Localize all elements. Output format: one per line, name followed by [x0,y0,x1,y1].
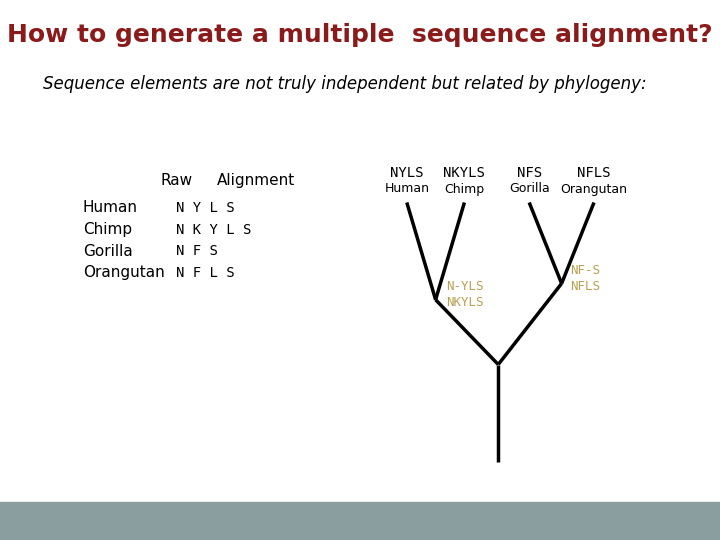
Text: Human: Human [83,200,138,215]
Text: Raw: Raw [161,173,192,188]
Text: N F S: N F S [176,244,218,258]
Text: NYLS: NYLS [390,166,423,180]
Text: NKYLS: NKYLS [444,166,485,180]
Text: NFLS: NFLS [570,280,600,293]
Text: N-YLS: N-YLS [446,280,484,293]
Bar [0,502,720,540]
Text: N Y L S: N Y L S [176,201,235,215]
Text: NF-S: NF-S [570,264,600,276]
Text: N F L S: N F L S [176,266,235,280]
Text: Gorilla: Gorilla [83,244,132,259]
Text: NFS: NFS [517,166,541,180]
Text: Chimp: Chimp [444,183,485,195]
Text: Human: Human [384,183,429,195]
Text: Orangutan: Orangutan [560,183,628,195]
Text: Chimp: Chimp [83,222,132,237]
Text: Alignment: Alignment [217,173,294,188]
Text: N K Y L S: N K Y L S [176,222,252,237]
Text: How to generate a multiple  sequence alignment?: How to generate a multiple sequence alig… [7,23,713,47]
Text: Orangutan: Orangutan [83,265,165,280]
Text: Gorilla: Gorilla [509,183,549,195]
Text: NFLS: NFLS [577,166,611,180]
Text: Sequence elements are not truly independent but related by phylogeny:: Sequence elements are not truly independ… [43,75,647,93]
Text: NKYLS: NKYLS [446,296,484,309]
